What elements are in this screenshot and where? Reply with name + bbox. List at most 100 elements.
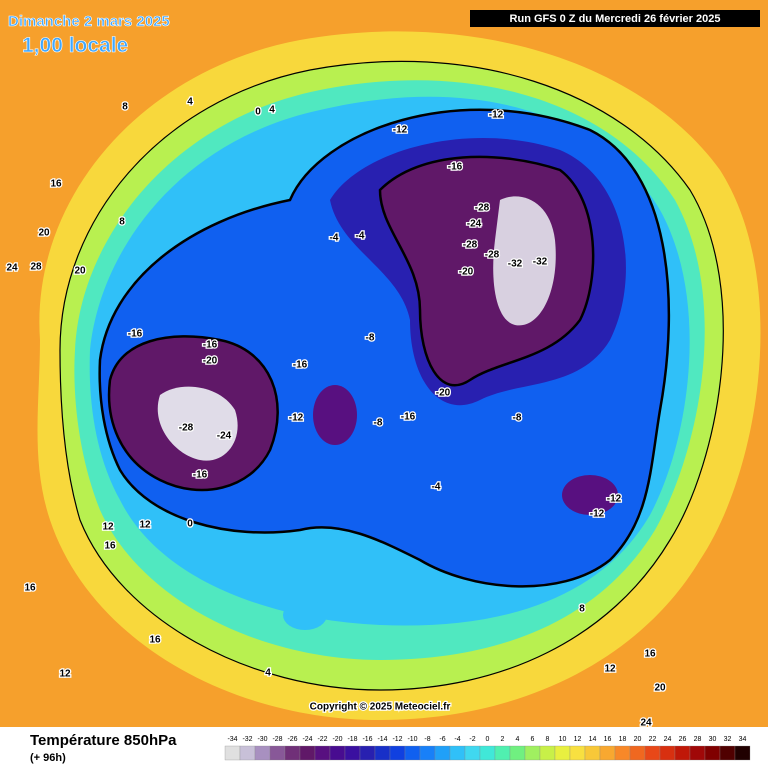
extreme-core-america (157, 386, 238, 461)
scale-cell (554, 745, 571, 761)
contour-label: -8 (374, 418, 383, 429)
contour-label: -16 (293, 360, 308, 371)
run-info: Run GFS 0 Z du Mercredi 26 février 2025 (510, 13, 721, 25)
scale-cell (269, 745, 286, 761)
scale-cell (329, 745, 346, 761)
contour-label: -28 (485, 250, 500, 261)
contour-label: -20 (459, 267, 474, 278)
scale-cell (464, 745, 481, 761)
scale-label: 28 (694, 736, 702, 743)
contours (59, 60, 724, 691)
contour-label: 4 (269, 105, 275, 116)
contour-label: -28 (179, 423, 194, 434)
scale-label: -22 (317, 736, 327, 743)
scale-cell (614, 745, 631, 761)
scale-label: -12 (392, 736, 402, 743)
scale-label: 32 (724, 736, 732, 743)
scale-label: -18 (347, 736, 357, 743)
contour-label: -16 (193, 470, 208, 481)
scale-label: -4 (454, 736, 460, 743)
scale-label: 4 (516, 736, 520, 743)
scale-label: 20 (634, 736, 642, 743)
parameter: Température 850hPa (30, 732, 177, 749)
map: -32-32-28-28-24-20-28-16-12-12-16-16-20-… (0, 0, 768, 730)
contour-label: -12 (590, 509, 605, 520)
scale-cell (299, 745, 316, 761)
scale-label: -8 (424, 736, 430, 743)
scale-cell (509, 745, 526, 761)
contour-label: 16 (24, 583, 36, 594)
scale-label: -14 (377, 736, 387, 743)
contour-label: -4 (356, 231, 365, 242)
contour-label: -24 (467, 219, 482, 230)
scale-label: -6 (439, 736, 445, 743)
scale-cell (344, 745, 361, 761)
scale-cell (704, 745, 721, 761)
scale-cell (584, 745, 601, 761)
run-info-box (470, 10, 760, 27)
scale-cell (389, 745, 406, 761)
valid-date: Dimanche 2 mars 2025 (8, 13, 170, 30)
scale-cell (284, 745, 301, 761)
scale-cell (629, 745, 646, 761)
scale-cell (599, 745, 616, 761)
scale-cell (359, 745, 376, 761)
color-scale: -34 -32 -30 -28 -26 -24 -22 -20 -18 -16 -14 -12 -10-… (224, 736, 751, 761)
scale-label: -16 (362, 736, 372, 743)
contour-label: -16 (128, 329, 143, 340)
contour-label: -4 (432, 482, 441, 493)
scale-label: -30 (257, 736, 267, 743)
contour-label: -20 (203, 356, 218, 367)
contour-label: 16 (50, 179, 62, 190)
contour-label: -12 (393, 125, 408, 136)
contour-label: -4 (330, 233, 339, 244)
scale-label: -2 (469, 736, 475, 743)
contour-label: -16 (448, 162, 463, 173)
cold-pocket (313, 385, 357, 445)
scale-label: 0 (486, 736, 490, 743)
contour-labels: -32-32-28-28-24-20-28-16-12-12-16-16-20-… (5, 95, 667, 730)
contour-label: 16 (149, 635, 161, 646)
contour-label: -28 (463, 240, 478, 251)
scale-label: 10 (559, 736, 567, 743)
scale-label: -10 (407, 736, 417, 743)
contour-label: 8 (119, 217, 125, 228)
contour-label: -8 (366, 333, 375, 344)
scale-label: -20 (332, 736, 342, 743)
contour-label: -8 (513, 413, 522, 424)
scale-cell (524, 745, 541, 761)
contour-label: 20 (38, 228, 50, 239)
scale-label: 14 (589, 736, 597, 743)
cold-pocket (562, 475, 618, 515)
scale-cell (239, 745, 256, 761)
contour-label: 0 (187, 519, 193, 530)
contour-label: -12 (489, 110, 504, 121)
contour-label: 12 (102, 522, 114, 533)
contour-label: -20 (436, 388, 451, 399)
contour-label: 20 (74, 266, 86, 277)
contour-label: -32 (533, 257, 548, 268)
cool-pocket (283, 600, 327, 630)
contour-label: 8 (579, 604, 585, 615)
scale-cell (689, 745, 706, 761)
scale-label: 26 (679, 736, 687, 743)
scale-cell (674, 745, 691, 761)
contour-label: 24 (640, 718, 652, 729)
scale-label: -28 (272, 736, 282, 743)
scale-cell (734, 745, 751, 761)
contour-label: 12 (604, 664, 616, 675)
scale-cell (479, 745, 496, 761)
scale-cell (404, 745, 421, 761)
scale-label: 30 (709, 736, 717, 743)
scale-label: 6 (531, 736, 535, 743)
contour-label: -32 (508, 259, 523, 270)
copyright: Copyright © 2025 Meteociel.fr (310, 702, 451, 713)
contour-label: -12 (607, 494, 622, 505)
scale-label: 34 (739, 736, 747, 743)
scale-cell (539, 745, 556, 761)
scale-cell (494, 745, 511, 761)
contour-label: 16 (644, 649, 656, 660)
contour-label: -16 (203, 340, 218, 351)
scale-label: 16 (604, 736, 612, 743)
contour-label: -24 (217, 431, 232, 442)
